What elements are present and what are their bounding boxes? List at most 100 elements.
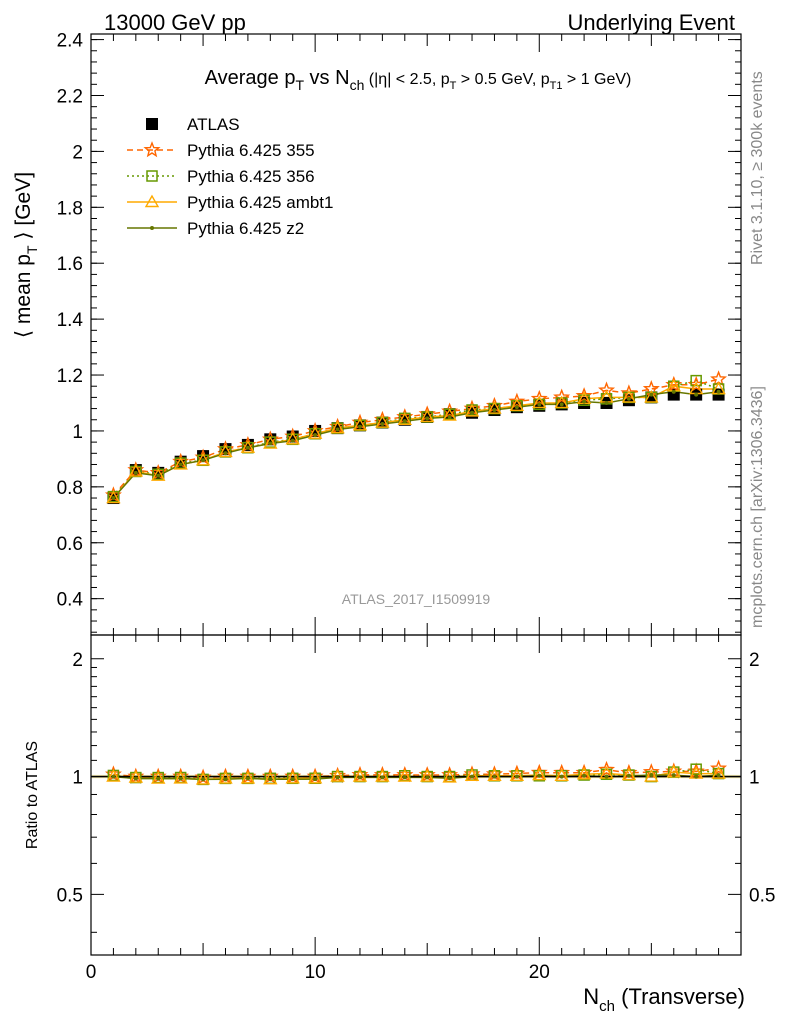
ratio-point	[397, 769, 412, 782]
ratio-point	[263, 771, 278, 785]
mc-point	[330, 420, 345, 434]
ratio-point	[195, 771, 211, 785]
mc-point	[397, 412, 412, 425]
main-y-tick-label: 1.4	[57, 310, 84, 331]
ratio-point	[375, 769, 390, 782]
mc-point	[582, 399, 587, 404]
mc-point	[690, 374, 702, 387]
ratio-point	[710, 759, 728, 776]
ratio-point	[425, 775, 430, 780]
ratio-point	[268, 777, 273, 782]
mc-point	[509, 398, 525, 411]
mc-point	[402, 419, 407, 424]
ratio-point	[537, 773, 542, 778]
mc-point	[240, 440, 256, 453]
ratio-point	[598, 760, 616, 777]
x-tick-label: 10	[305, 962, 326, 983]
ratio-point	[218, 770, 233, 784]
ratio-point	[554, 768, 569, 781]
mc-point	[559, 402, 564, 407]
ratio-point	[694, 774, 699, 779]
mc-point	[671, 389, 676, 394]
ratio-point	[245, 776, 250, 781]
main-y-tick-label: 2	[72, 142, 83, 163]
mc-point	[223, 451, 228, 456]
ratio-y-tick-label-right: 2	[749, 650, 760, 671]
legend-label: Pythia 6.425 ambt1	[187, 193, 333, 212]
ratio-point	[111, 774, 116, 779]
legend-marker	[146, 170, 158, 182]
legend-label: ATLAS	[187, 115, 240, 134]
ratio-point	[313, 777, 318, 782]
ratio-point	[604, 774, 609, 779]
ratio-y-tick-label-right: 1	[749, 768, 760, 789]
main-y-tick-label: 1.2	[57, 366, 83, 387]
mc-point	[694, 392, 699, 397]
mc-point	[218, 444, 233, 458]
ratio-point	[532, 767, 547, 781]
mc-point	[178, 462, 183, 467]
ratio-point	[352, 769, 368, 782]
mcplots-label: mcplots.cern.ch [arXiv:1306.3436]	[749, 386, 766, 628]
ratio-point	[106, 769, 121, 782]
mc-point	[380, 421, 385, 426]
legend-marker	[146, 118, 158, 130]
ratio-point	[711, 766, 726, 779]
ratio-point	[514, 774, 519, 779]
main-y-tick-label: 2.4	[57, 31, 84, 52]
ratio-point	[240, 770, 256, 784]
ratio-point	[533, 770, 546, 782]
ratio-point	[173, 771, 188, 784]
mc-point	[133, 470, 138, 475]
mc-point	[575, 387, 593, 404]
mc-point	[537, 402, 542, 407]
ratio-point	[357, 775, 362, 780]
mc-point	[554, 395, 569, 409]
mc-point	[532, 395, 547, 409]
legend: ATLAS Pythia 6.425 355 Pythia 6.425 356 Pyt…	[127, 115, 333, 238]
mc-point	[263, 436, 278, 449]
mc-point	[111, 496, 116, 501]
mc-point	[649, 392, 654, 397]
mc-point	[621, 389, 637, 403]
ratio-y-axis: 0.5 0.5 1 1 2 2	[57, 650, 775, 933]
ratio-series-group	[91, 759, 741, 786]
main-y-tick-label: 1.6	[57, 254, 83, 275]
main-y-tick-label: 2.2	[57, 86, 83, 107]
mc-point	[357, 424, 362, 429]
ratio-point	[307, 770, 323, 784]
ratio-point	[285, 770, 300, 784]
legend-label: Pythia 6.425 356	[187, 167, 315, 186]
legend-marker	[143, 141, 161, 158]
ratio-point	[621, 767, 637, 781]
ratio-point	[447, 776, 452, 781]
mc-point	[151, 468, 166, 481]
x-tick-label: 0	[86, 962, 97, 983]
mc-point	[425, 416, 430, 421]
main-y-tick-label: 0.6	[57, 534, 83, 555]
mc-point	[313, 433, 318, 438]
mc-point	[553, 388, 571, 405]
ratio-y-tick-label: 1	[72, 768, 83, 789]
legend-marker	[144, 194, 160, 208]
main-y-tick-label: 1.8	[57, 198, 83, 219]
mc-point	[470, 410, 475, 415]
ratio-point	[290, 777, 295, 782]
mc-point	[420, 409, 435, 423]
legend-marker	[150, 226, 154, 230]
ratio-point	[464, 768, 480, 781]
mc-point	[464, 403, 480, 417]
chart-title: Average pT vs Nch (|η| < 2.5, pT > 0.5 G…	[205, 67, 632, 93]
ratio-point	[671, 773, 676, 778]
mc-point	[156, 473, 161, 478]
mc-point	[290, 438, 295, 443]
ratio-point	[156, 776, 161, 781]
ratio-point	[380, 775, 385, 780]
ratio-point	[470, 774, 475, 779]
ratio-point	[402, 775, 407, 780]
main-y-tick-label: 0.4	[57, 590, 84, 611]
rivet-label: Rivet 3.1.10, ≥ 300k events	[749, 71, 766, 265]
series-line	[112, 378, 719, 496]
x-axis-label: Nch (Transverse)	[583, 984, 745, 1015]
